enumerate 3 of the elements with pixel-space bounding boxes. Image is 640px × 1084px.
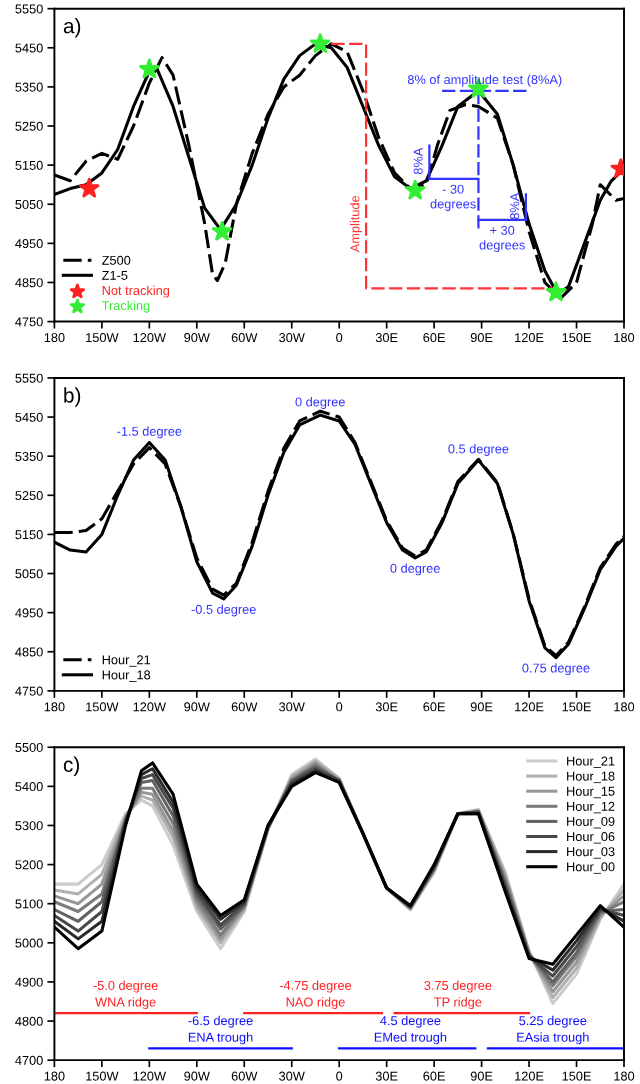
- annotation: a): [63, 18, 81, 38]
- annotation: c): [63, 756, 80, 777]
- annotation: b): [64, 387, 81, 407]
